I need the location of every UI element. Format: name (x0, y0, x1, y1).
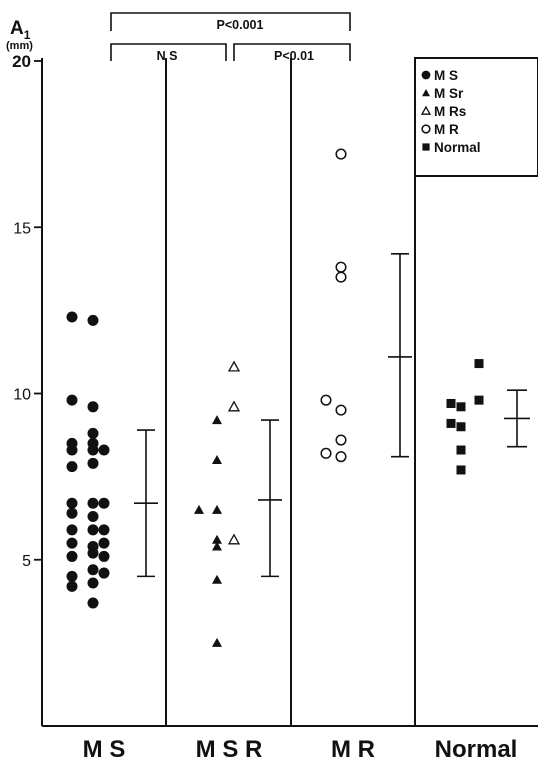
point-1-0 (212, 415, 222, 425)
point-4-4 (446, 418, 456, 428)
point-4-7 (456, 465, 466, 475)
significance-bracket-2 (233, 43, 351, 61)
legend-label-0: M S (434, 68, 458, 83)
point-0-3 (87, 401, 99, 413)
point-1-3 (212, 504, 222, 514)
significance-brackets: P<0.001 N S P<0.01 (110, 12, 351, 63)
point-3-6 (320, 447, 332, 459)
y-tick-label-15: 15 (13, 220, 31, 237)
point-0-15 (66, 507, 78, 519)
significance-label-2: P<0.01 (274, 49, 314, 63)
significance-bracket-1 (110, 43, 227, 61)
x-label-2: M R (331, 736, 375, 761)
point-0-30 (87, 577, 99, 589)
point-0-29 (66, 580, 78, 592)
significance-bracket-0 (110, 12, 351, 31)
point-4-0 (474, 359, 484, 369)
y-axis-unit: (mm) (6, 40, 33, 52)
point-0-26 (66, 570, 78, 582)
point-0-16 (87, 511, 99, 523)
legend-marker-3 (421, 124, 431, 134)
point-4-2 (456, 402, 466, 412)
y-axis-title: A1 (10, 18, 31, 42)
point-0-25 (98, 550, 110, 562)
legend-label-1: M Sr (434, 86, 464, 101)
point-0-0 (66, 311, 78, 323)
significance-label-1: N S (157, 49, 178, 63)
point-3-4 (335, 404, 347, 416)
legend-items: M S M Sr M Rs M R Normal (420, 68, 481, 155)
point-0-22 (98, 537, 110, 549)
y-tick-label-10: 10 (13, 387, 31, 404)
data-points (66, 148, 484, 647)
point-0-10 (66, 461, 78, 473)
point-1-2 (194, 504, 204, 514)
point-1-6 (212, 574, 222, 584)
legend-frame (414, 57, 538, 177)
legend (414, 57, 538, 177)
point-0-17 (66, 524, 78, 536)
point-0-24 (87, 547, 99, 559)
legend-label-2: M Rs (434, 104, 466, 119)
x-tick-labels: M S M S R M R Normal (83, 736, 518, 761)
point-0-13 (87, 497, 99, 509)
y-axis-title-sub: 1 (24, 28, 31, 42)
point-3-7 (335, 451, 347, 463)
point-0-4 (87, 427, 99, 439)
point-2-2 (227, 533, 241, 545)
point-0-31 (87, 597, 99, 609)
point-0-7 (66, 444, 78, 456)
point-0-2 (66, 394, 78, 406)
point-2-0 (227, 360, 241, 372)
point-0-9 (98, 444, 110, 456)
point-1-4 (212, 534, 222, 544)
point-3-0 (335, 148, 347, 160)
y-axis-title-main: A (10, 18, 24, 39)
point-0-27 (87, 564, 99, 576)
point-3-3 (320, 394, 332, 406)
error-bars (134, 253, 530, 578)
point-4-6 (456, 445, 466, 455)
x-label-3: Normal (435, 736, 518, 761)
legend-label-4: Normal (434, 140, 481, 155)
point-0-19 (98, 524, 110, 536)
point-0-12 (66, 497, 78, 509)
point-3-2 (335, 271, 347, 283)
point-1-1 (212, 455, 222, 464)
point-0-23 (66, 550, 78, 562)
point-4-1 (446, 398, 456, 408)
legend-label-3: M R (434, 122, 459, 137)
legend-marker-0 (421, 70, 431, 80)
point-0-20 (66, 537, 78, 549)
point-1-5 (212, 541, 222, 551)
point-0-8 (87, 444, 99, 456)
y-tick-label-5: 5 (22, 553, 31, 570)
legend-marker-1 (422, 89, 430, 97)
point-0-28 (98, 567, 110, 579)
legend-marker-4 (422, 143, 430, 151)
point-3-5 (335, 434, 347, 446)
legend-marker-2 (420, 105, 432, 115)
significance-label-0: P<0.001 (217, 18, 264, 32)
point-2-1 (227, 400, 241, 412)
point-1-7 (212, 637, 222, 647)
point-0-1 (87, 314, 99, 326)
x-label-0: M S (83, 736, 126, 761)
x-label-1: M S R (196, 736, 263, 761)
y-ticks: 5 10 15 20 (12, 52, 42, 570)
point-4-3 (474, 395, 484, 405)
point-0-14 (98, 497, 110, 509)
point-4-5 (456, 422, 466, 432)
y-tick-label-20: 20 (12, 52, 31, 71)
point-0-11 (87, 457, 99, 469)
point-3-1 (335, 261, 347, 273)
point-0-18 (87, 524, 99, 536)
